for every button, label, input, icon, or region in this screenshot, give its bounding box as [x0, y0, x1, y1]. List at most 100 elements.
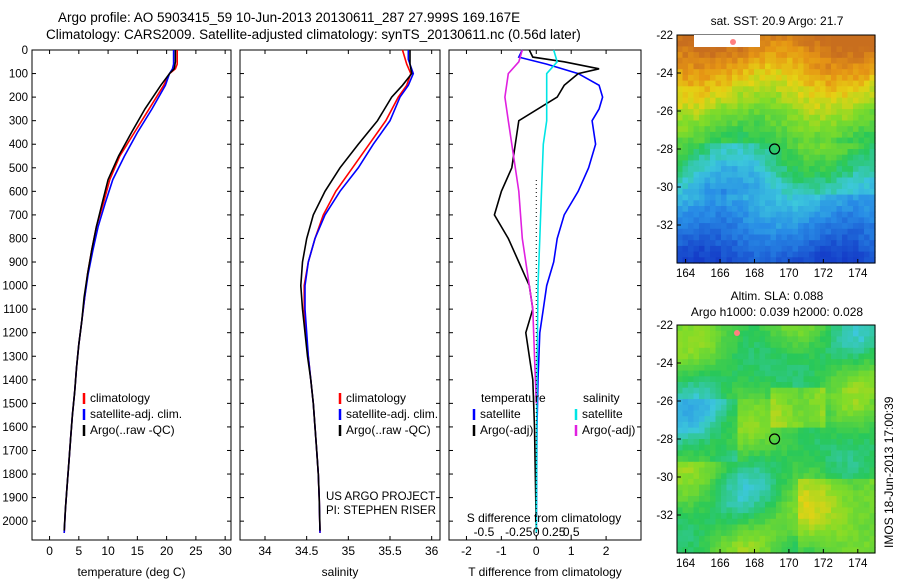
sla-map-cell: [715, 359, 722, 366]
sla-map-cell: [677, 461, 684, 469]
sst-map-cell: [781, 149, 788, 156]
sst-map-cell: [825, 92, 832, 99]
sla-map-cell: [677, 387, 684, 394]
sla-map-cell: [858, 490, 865, 497]
sst-map-cell: [847, 40, 854, 47]
sla-map-cell: [858, 347, 865, 355]
sst-map-cell: [792, 86, 799, 93]
sla-map-cell: [732, 524, 739, 531]
sla-map-cell: [726, 382, 733, 389]
sst-map-cell: [748, 154, 755, 161]
sla-map-cell: [759, 461, 766, 469]
sst-map-cell: [704, 228, 711, 236]
sst-map-cell: [759, 211, 766, 218]
sst-map-cell: [682, 40, 689, 47]
sst-map-cell: [726, 206, 733, 213]
sst-map-cell: [787, 228, 794, 236]
sst-map-cell: [699, 200, 706, 207]
sla-map-cell: [853, 501, 860, 508]
sla-map-cell: [792, 518, 799, 526]
sst-map-cell: [842, 131, 849, 139]
sla-map-cell: [704, 359, 711, 366]
sla-map-cell: [787, 530, 794, 537]
sla-map-cell: [847, 513, 854, 520]
sla-map-cell: [699, 490, 706, 497]
sst-map-cell: [798, 223, 805, 230]
sla-map-cell: [677, 410, 684, 417]
sla-map-cell: [809, 524, 816, 531]
sla-map-cell: [770, 524, 777, 531]
sst-map-cell: [759, 177, 766, 184]
sst-map-cell: [721, 149, 728, 156]
sst-map-cell: [787, 63, 794, 70]
sst-map-cell: [781, 188, 788, 196]
sla-map-cell: [836, 410, 843, 417]
sst-map-cell: [776, 46, 783, 53]
sla-map-cell: [814, 347, 821, 355]
sla-map-cell: [803, 410, 810, 417]
sst-map-cell: [776, 103, 783, 110]
sst-map-cell: [748, 234, 755, 241]
sst-map-cell: [688, 200, 695, 207]
sla-map-cell: [732, 439, 739, 446]
sla-map-cell: [842, 416, 849, 423]
sst-map-cell: [798, 251, 805, 258]
sst-map-cell: [765, 228, 772, 236]
sst-map-cell: [759, 194, 766, 201]
sla-map-cell: [853, 416, 860, 423]
sla-map-cell: [836, 547, 843, 554]
sst-map-cell: [864, 92, 871, 99]
sst-map-cell: [831, 154, 838, 161]
sst-map-cell: [853, 86, 860, 93]
sla-map-cell: [765, 496, 772, 503]
sla-map-cell: [803, 439, 810, 446]
sst-map-cell: [732, 245, 739, 253]
sla-map-cell: [754, 541, 761, 548]
sla-map-cell: [704, 501, 711, 508]
sla-map-cell: [853, 473, 860, 480]
sst-map-cell: [726, 217, 733, 224]
sst-map-cell: [869, 97, 876, 104]
sla-map-cell: [781, 535, 788, 543]
sst-map-cell: [688, 114, 695, 122]
sst-map-cell: [869, 86, 876, 93]
sst-map-cell: [820, 120, 827, 127]
sst-map-cell: [847, 160, 854, 167]
sla-map-cell: [803, 524, 810, 531]
sla-map-cell: [776, 501, 783, 508]
sla-map-cell: [792, 364, 799, 372]
sla-map-cell: [831, 535, 838, 543]
sst-map-cell: [770, 80, 777, 87]
sst-map-cell: [847, 137, 854, 144]
sst-map-cell: [759, 63, 766, 70]
sst-map-cell: [814, 206, 821, 213]
sst-map-cell: [732, 177, 739, 184]
sst-map-cell: [682, 46, 689, 53]
sla-map-cell: [864, 342, 871, 349]
sst-map-cell: [743, 80, 750, 87]
sst-map-cell: [798, 69, 805, 76]
sla-map-cell: [792, 404, 799, 412]
sst-map-cell: [798, 137, 805, 144]
sst-map-cell: [803, 166, 810, 173]
sla-map-cell: [682, 541, 689, 548]
sla-map-cell: [798, 387, 805, 394]
sst-map-cell: [715, 183, 722, 190]
sla-map-cell: [748, 524, 755, 531]
sla-map-cell: [831, 433, 838, 440]
sst-map-cell: [704, 177, 711, 184]
sla-map-cell: [858, 359, 865, 366]
sla-map-cell: [781, 547, 788, 554]
sst-map-cell: [787, 200, 794, 207]
sla-map-cell: [765, 478, 772, 486]
sla-map-cell: [715, 456, 722, 463]
sst-map-cell: [792, 217, 799, 224]
sla-map-cell: [699, 461, 706, 469]
sst-map-cell: [776, 211, 783, 218]
sst-map-cell: [765, 251, 772, 258]
sla-map-cell: [748, 496, 755, 503]
sla-map-cell: [781, 404, 788, 412]
sst-map-cell: [748, 137, 755, 144]
sla-map-cell: [737, 535, 744, 543]
sst-map-cell: [726, 114, 733, 122]
